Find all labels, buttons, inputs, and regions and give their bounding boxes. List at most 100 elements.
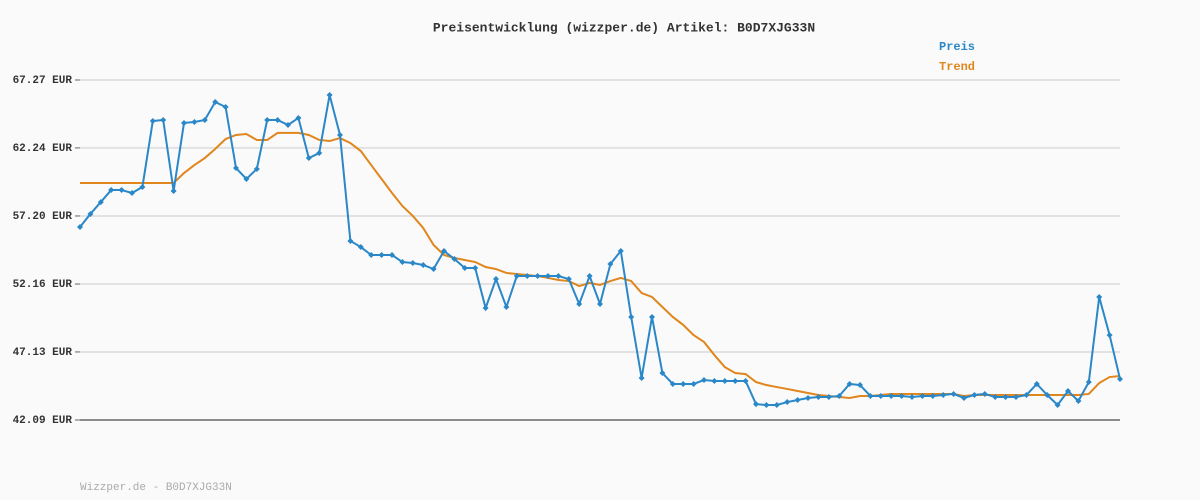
marker: [742, 377, 749, 384]
marker: [992, 394, 999, 401]
marker: [139, 183, 146, 190]
marker: [181, 119, 187, 126]
marker: [794, 397, 801, 404]
marker: [191, 118, 198, 125]
marker: [461, 264, 468, 271]
marker: [961, 394, 967, 401]
marker: [1085, 379, 1092, 386]
marker: [212, 99, 219, 106]
marker: [773, 402, 780, 409]
marker: [295, 114, 302, 121]
marker: [555, 273, 562, 280]
marker: [337, 131, 343, 138]
marker: [950, 390, 957, 397]
marker: [87, 210, 94, 217]
marker: [607, 261, 614, 268]
marker: [732, 377, 739, 384]
marker: [420, 261, 427, 268]
marker: [711, 377, 718, 384]
y-tick-label: 62.24 EUR: [13, 143, 73, 155]
marker: [285, 121, 291, 128]
marker: [1054, 402, 1061, 409]
marker: [378, 251, 385, 258]
marker: [524, 273, 531, 280]
marker: [690, 380, 697, 387]
marker: [399, 259, 406, 266]
y-tick-label: 47.13 EUR: [13, 347, 73, 359]
marker: [649, 313, 655, 320]
marker: [77, 224, 83, 231]
marker: [357, 244, 364, 251]
marker: [326, 91, 333, 98]
marker: [597, 301, 603, 308]
marker: [877, 392, 884, 399]
marker: [441, 247, 447, 254]
marker: [1044, 392, 1051, 399]
marker: [971, 392, 978, 399]
marker: [659, 370, 666, 377]
marker: [160, 116, 167, 123]
marker: [576, 301, 583, 308]
marker: [389, 251, 395, 258]
marker: [274, 116, 281, 123]
y-tick-label: 42.09 EUR: [13, 415, 73, 427]
marker: [1023, 392, 1030, 399]
marker: [805, 394, 811, 401]
y-tick-label: 57.20 EUR: [13, 211, 73, 223]
marker: [628, 313, 635, 320]
marker: [472, 264, 479, 271]
marker: [1013, 394, 1019, 401]
marker: [233, 165, 239, 172]
marker: [149, 118, 156, 125]
marker: [253, 165, 260, 172]
marker: [867, 392, 874, 399]
marker: [368, 251, 375, 258]
marker: [201, 116, 208, 123]
marker: [721, 377, 728, 384]
marker: [669, 380, 676, 387]
legend-label: Trend: [939, 60, 975, 74]
marker: [846, 380, 853, 387]
marker: [565, 276, 572, 283]
y-tick-label: 52.16 EUR: [13, 279, 73, 291]
marker: [1065, 387, 1071, 394]
marker: [347, 237, 354, 244]
marker: [857, 382, 863, 389]
marker: [888, 392, 895, 399]
marker: [305, 155, 312, 162]
marker: [482, 305, 489, 312]
marker: [1002, 394, 1009, 401]
marker: [753, 401, 759, 408]
marker: [513, 273, 520, 280]
marker: [451, 256, 458, 263]
marker: [898, 392, 905, 399]
marker: [940, 392, 947, 399]
marker: [1106, 332, 1113, 339]
marker: [784, 399, 791, 406]
marker: [1075, 397, 1082, 404]
y-tick-label: 67.27 EUR: [13, 75, 73, 87]
marker: [97, 199, 104, 206]
marker: [929, 392, 936, 399]
marker: [586, 273, 593, 280]
marker: [264, 116, 271, 123]
marker: [909, 394, 915, 401]
footer: Wizzper.de - B0D7XJG33N: [80, 482, 232, 494]
marker: [108, 187, 115, 194]
marker: [493, 276, 499, 283]
marker: [222, 104, 229, 111]
marker: [503, 303, 510, 310]
marker: [129, 190, 135, 197]
chart-title: Preisentwicklung (wizzper.de) Artikel: B…: [433, 20, 815, 35]
marker: [680, 380, 687, 387]
marker: [701, 377, 707, 384]
marker: [1096, 293, 1103, 300]
marker: [1117, 375, 1123, 382]
marker: [545, 273, 551, 280]
legend-label: Preis: [939, 40, 975, 54]
marker: [836, 392, 843, 399]
marker: [825, 394, 832, 401]
marker: [815, 394, 822, 401]
